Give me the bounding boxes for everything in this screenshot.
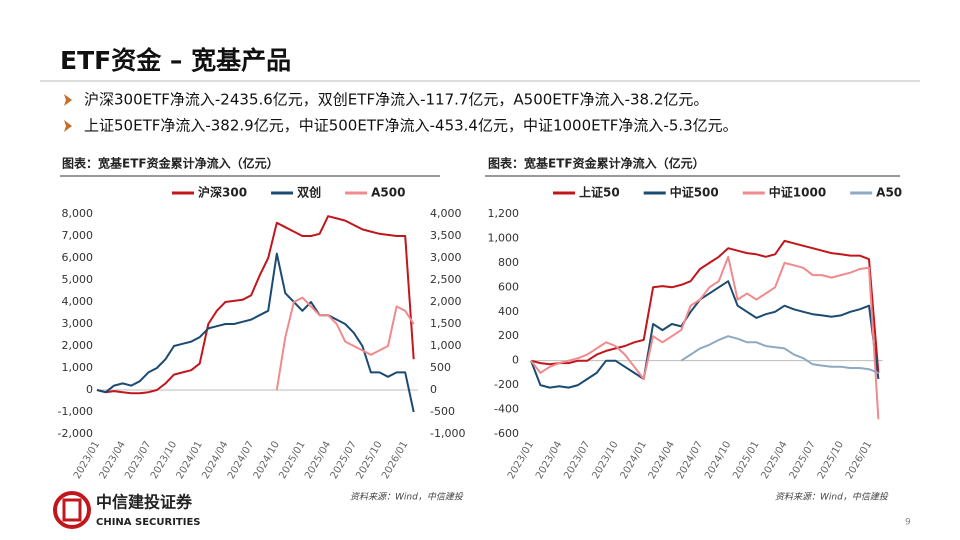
y2-tick-label: 0 — [430, 383, 437, 396]
page-number: 9 — [905, 518, 911, 528]
series-line — [96, 252, 415, 413]
y2-tick-label: 3,000 — [430, 251, 462, 264]
series-line — [530, 280, 880, 389]
y2-tick-label: 3,500 — [430, 229, 462, 242]
chart-caption: 图表：宽基ETF资金累计净流入（亿元） — [488, 156, 705, 171]
legend-label: 中证1000 — [769, 185, 826, 200]
series-line — [275, 296, 415, 391]
legend-label: 上证50 — [579, 185, 620, 200]
series-line — [96, 215, 415, 395]
logo-name: 中信建投证券 — [96, 493, 193, 512]
y-tick-label: -200 — [494, 378, 519, 391]
logo-english: CHINA SECURITIES — [96, 517, 201, 528]
y-tick-label: -1,000 — [58, 405, 93, 418]
y-tick-label: 0 — [86, 383, 93, 396]
y-tick-label: 4,000 — [62, 295, 94, 308]
legend-label: A500 — [371, 186, 405, 200]
series-line — [530, 239, 880, 373]
y-tick-label: 200 — [498, 329, 519, 342]
series-line — [530, 255, 880, 420]
y2-tick-label: 500 — [430, 361, 451, 374]
y-tick-label: 3,000 — [62, 317, 94, 330]
y2-tick-label: 1,500 — [430, 317, 462, 330]
chart-caption: 图表：宽基ETF资金累计净流入（亿元） — [62, 156, 279, 171]
y2-tick-label: 1,000 — [430, 339, 462, 352]
y2-tick-label: 2,500 — [430, 273, 462, 286]
y-tick-label: -2,000 — [58, 427, 93, 440]
legend-label: A50 — [876, 186, 902, 200]
bullet-arrow — [64, 120, 72, 132]
y-tick-label: 2,000 — [62, 339, 94, 352]
y-tick-label: 0 — [512, 354, 519, 367]
y-tick-label: -400 — [494, 403, 519, 416]
bullet-text: 沪深300ETF净流入-2435.6亿元，双创ETF净流入-117.7亿元，A5… — [84, 91, 708, 109]
y2-tick-label: 2,000 — [430, 295, 462, 308]
y-tick-label: 400 — [498, 305, 519, 318]
source-note: 资料来源：Wind，中信建投 — [350, 492, 464, 503]
series-line — [680, 335, 879, 374]
y-tick-label: 800 — [498, 256, 519, 269]
y-tick-label: 8,000 — [62, 207, 94, 220]
y-tick-label: 1,000 — [62, 361, 94, 374]
logo-mark — [62, 498, 82, 522]
legend-label: 中证500 — [670, 185, 719, 200]
source-note: 资料来源：Wind，中信建投 — [775, 492, 889, 503]
y-tick-label: 5,000 — [62, 273, 94, 286]
y-tick-label: 600 — [498, 280, 519, 293]
bullet-arrow — [64, 94, 72, 106]
slide-title: ETF资金 – 宽基产品 — [60, 46, 291, 75]
bullet-text: 上证50ETF净流入-382.9亿元，中证500ETF净流入-453.4亿元，中… — [84, 117, 738, 135]
y2-tick-label: 4,000 — [430, 207, 462, 220]
legend-label: 沪深300 — [198, 185, 247, 200]
y2-tick-label: -500 — [430, 405, 455, 418]
y-tick-label: 1,000 — [488, 231, 520, 244]
legend-label: 双创 — [297, 185, 321, 200]
y-tick-label: -600 — [494, 427, 519, 440]
logo-ring — [53, 491, 91, 529]
y-tick-label: 1,200 — [488, 207, 520, 220]
y2-tick-label: -1,000 — [430, 427, 465, 440]
y-tick-label: 7,000 — [62, 229, 94, 242]
y-tick-label: 6,000 — [62, 251, 94, 264]
logo: 中信建投证券 CHINA SECURITIES — [53, 491, 201, 529]
